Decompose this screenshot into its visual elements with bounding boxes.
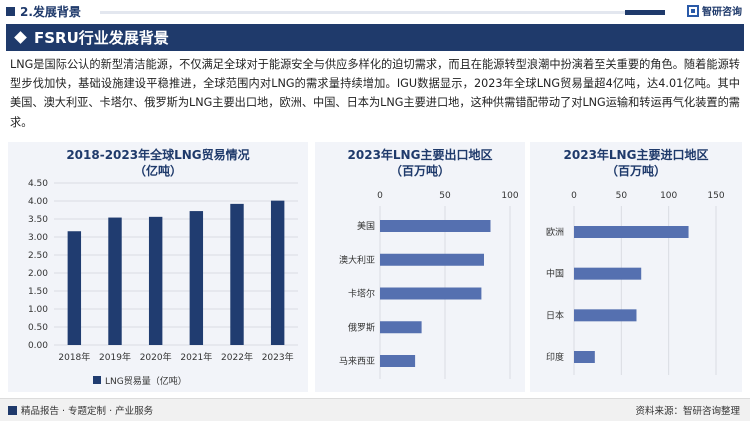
category-label: 俄罗斯 [348, 321, 375, 333]
export-chart-panel: 2023年LNG主要出口地区 （百万吨） 0 50 100 美国澳大利亚卡塔尔俄罗斯马… [315, 142, 525, 392]
footer-services: 精品报告 · 专题定制 · 产业服务 [21, 406, 154, 417]
x-tick-label: 100 [501, 191, 518, 201]
y-tick-label: 0.50 [28, 323, 48, 333]
bar [108, 217, 122, 345]
diamond-icon [14, 31, 27, 44]
y-tick-label: 1.00 [28, 305, 48, 315]
zhiyan-logo-icon [687, 4, 699, 17]
chart-title: 2023年LNG主要出口地区 [348, 147, 493, 162]
section-square-icon [6, 7, 15, 16]
bar [380, 220, 491, 232]
y-tick-label: 2.00 [28, 269, 48, 279]
chart-subtitle: （亿吨） [134, 163, 182, 178]
logo-text: 智研咨询 [702, 7, 742, 18]
legend-label: LNG贸易量（亿吨） [105, 375, 187, 387]
bar [67, 231, 82, 345]
data-source: 资料来源：智研咨询整理 [635, 406, 740, 417]
bar [574, 267, 642, 280]
import-chart-panel: 2023年LNG主要进口地区 （百万吨） 0 50 100 150 欧洲中国日本印度 [530, 142, 742, 392]
section-label-text: 2.发展背景 [20, 5, 81, 19]
export-region-chart: 2023年LNG主要出口地区 （百万吨） 0 50 100 美国澳大利亚卡塔尔俄罗斯马… [339, 147, 519, 379]
chart-title: 2018-2023年全球LNG贸易情况 [66, 147, 249, 162]
x-tick-label: 2019年 [99, 351, 131, 363]
legend-swatch [93, 376, 101, 384]
top-bar: 2.发展背景 智研咨询 [0, 0, 750, 22]
category-label: 中国 [546, 268, 564, 280]
x-tick-label: 2020年 [140, 351, 172, 363]
bar [574, 309, 637, 322]
chart-subtitle: （百万吨） [606, 163, 666, 178]
x-tick-label: 50 [616, 191, 628, 201]
category-label: 日本 [546, 309, 564, 321]
x-tick-label: 50 [439, 191, 451, 201]
bar [148, 216, 163, 345]
bar [574, 226, 689, 238]
bar [574, 351, 595, 363]
category-label: 美国 [357, 220, 375, 232]
chart-title: 2023年LNG主要进口地区 [564, 147, 709, 162]
logo[interactable]: 智研咨询 [687, 3, 742, 18]
category-label: 卡塔尔 [348, 288, 375, 300]
x-tick-label: 2022年 [221, 351, 253, 363]
report-icon [8, 405, 17, 415]
x-tick-label: 0 [377, 191, 383, 201]
y-tick-label: 2.50 [28, 251, 48, 261]
page-title: FSRU行业发展背景 [34, 29, 169, 47]
bar [380, 355, 416, 367]
category-label: 澳大利亚 [339, 254, 375, 266]
category-label: 马来西亚 [339, 356, 375, 367]
category-label: 印度 [546, 351, 564, 363]
y-tick-label: 3.50 [28, 215, 48, 225]
intro-paragraph: LNG是国际公认的新型清洁能源，不仅满足全球对于能源安全与供应多样化的迫切需求，… [10, 58, 740, 129]
trade-chart-panel: 2018-2023年全球LNG贸易情况 （亿吨） 0.00 0.50 1.00 1.5… [8, 142, 308, 392]
trade-volume-chart: 2018-2023年全球LNG贸易情况 （亿吨） 0.00 0.50 1.00 1.5… [28, 147, 298, 387]
bar [380, 253, 484, 266]
y-tick-label: 4.00 [28, 197, 48, 207]
x-tick-label: 2018年 [58, 351, 90, 363]
title-banner: FSRU行业发展背景 [6, 24, 744, 51]
x-tick-label: 2021年 [180, 351, 212, 363]
x-tick-label: 150 [707, 191, 724, 201]
header-divider [100, 10, 665, 15]
bar [380, 321, 422, 334]
bar [189, 211, 204, 345]
category-label: 欧洲 [546, 226, 564, 238]
bar [270, 200, 285, 345]
footer-left: 精品报告 · 专题定制 · 产业服务 [8, 403, 153, 417]
x-tick-label: 100 [660, 191, 677, 201]
y-tick-label: 4.50 [28, 179, 48, 189]
y-tick-label: 3.00 [28, 233, 48, 243]
y-tick-label: 0.00 [28, 341, 48, 351]
bar [230, 203, 244, 345]
bar [380, 287, 482, 300]
x-tick-label: 2023年 [262, 351, 294, 363]
x-tick-label: 0 [571, 191, 577, 201]
chart-subtitle: （百万吨） [390, 163, 450, 178]
y-tick-label: 1.50 [28, 287, 48, 297]
footer: 精品报告 · 专题定制 · 产业服务 资料来源：智研咨询整理 [0, 398, 750, 421]
section-label: 2.发展背景 [6, 3, 81, 20]
